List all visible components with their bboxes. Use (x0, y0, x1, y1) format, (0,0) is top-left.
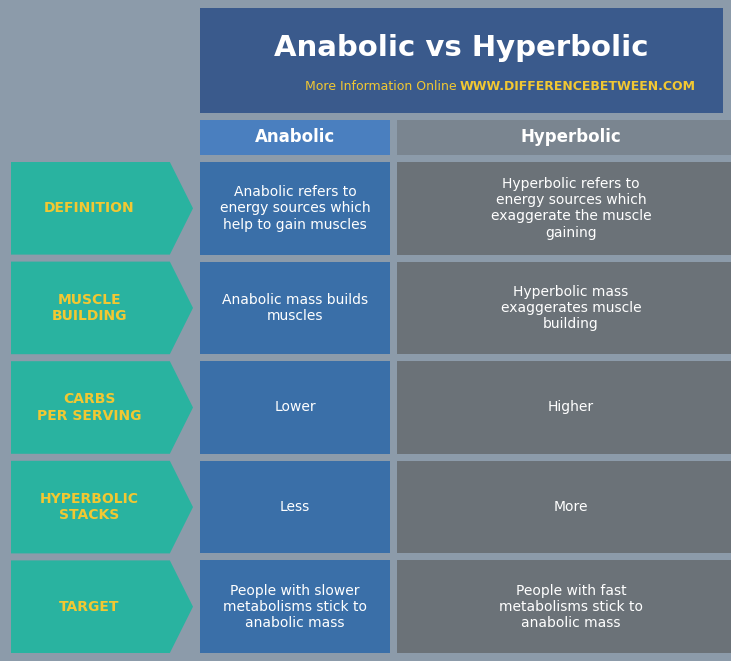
Text: Anabolic vs Hyperbolic: Anabolic vs Hyperbolic (274, 34, 648, 62)
Text: Less: Less (280, 500, 310, 514)
Bar (200, 361, 390, 454)
Text: TARGET: TARGET (59, 600, 120, 613)
Bar (200, 162, 390, 254)
Bar (397, 361, 731, 454)
Text: MUSCLE
BUILDING: MUSCLE BUILDING (52, 293, 127, 323)
Text: Anabolic: Anabolic (255, 128, 335, 147)
Bar (397, 120, 731, 155)
Text: Lower: Lower (274, 401, 316, 414)
Text: WWW.DIFFERENCEBETWEEN.COM: WWW.DIFFERENCEBETWEEN.COM (460, 80, 695, 93)
Text: HYPERBOLIC
STACKS: HYPERBOLIC STACKS (40, 492, 139, 522)
Text: More: More (554, 500, 588, 514)
Bar (200, 120, 390, 155)
Text: Hyperbolic: Hyperbolic (520, 128, 621, 147)
Bar (200, 262, 390, 354)
Bar (200, 561, 390, 653)
Polygon shape (11, 361, 193, 454)
Bar (397, 262, 731, 354)
Bar (397, 162, 731, 254)
Polygon shape (11, 162, 193, 254)
Text: DEFINITION: DEFINITION (44, 202, 135, 215)
Text: More Information Online: More Information Online (305, 80, 456, 93)
Bar (397, 561, 731, 653)
Text: CARBS
PER SERVING: CARBS PER SERVING (37, 393, 142, 422)
Text: Hyperbolic refers to
energy sources which
exaggerate the muscle
gaining: Hyperbolic refers to energy sources whic… (491, 177, 651, 239)
Polygon shape (11, 561, 193, 653)
Polygon shape (11, 461, 193, 553)
Bar (200, 461, 390, 553)
Text: Higher: Higher (548, 401, 594, 414)
Text: Anabolic refers to
energy sources which
help to gain muscles: Anabolic refers to energy sources which … (220, 185, 371, 231)
Polygon shape (11, 262, 193, 354)
Text: People with slower
metabolisms stick to
anabolic mass: People with slower metabolisms stick to … (223, 584, 367, 630)
Text: Hyperbolic mass
exaggerates muscle
building: Hyperbolic mass exaggerates muscle build… (501, 285, 641, 331)
Text: People with fast
metabolisms stick to
anabolic mass: People with fast metabolisms stick to an… (499, 584, 643, 630)
Bar (200, 8, 723, 113)
Text: Anabolic mass builds
muscles: Anabolic mass builds muscles (222, 293, 368, 323)
Bar (397, 461, 731, 553)
